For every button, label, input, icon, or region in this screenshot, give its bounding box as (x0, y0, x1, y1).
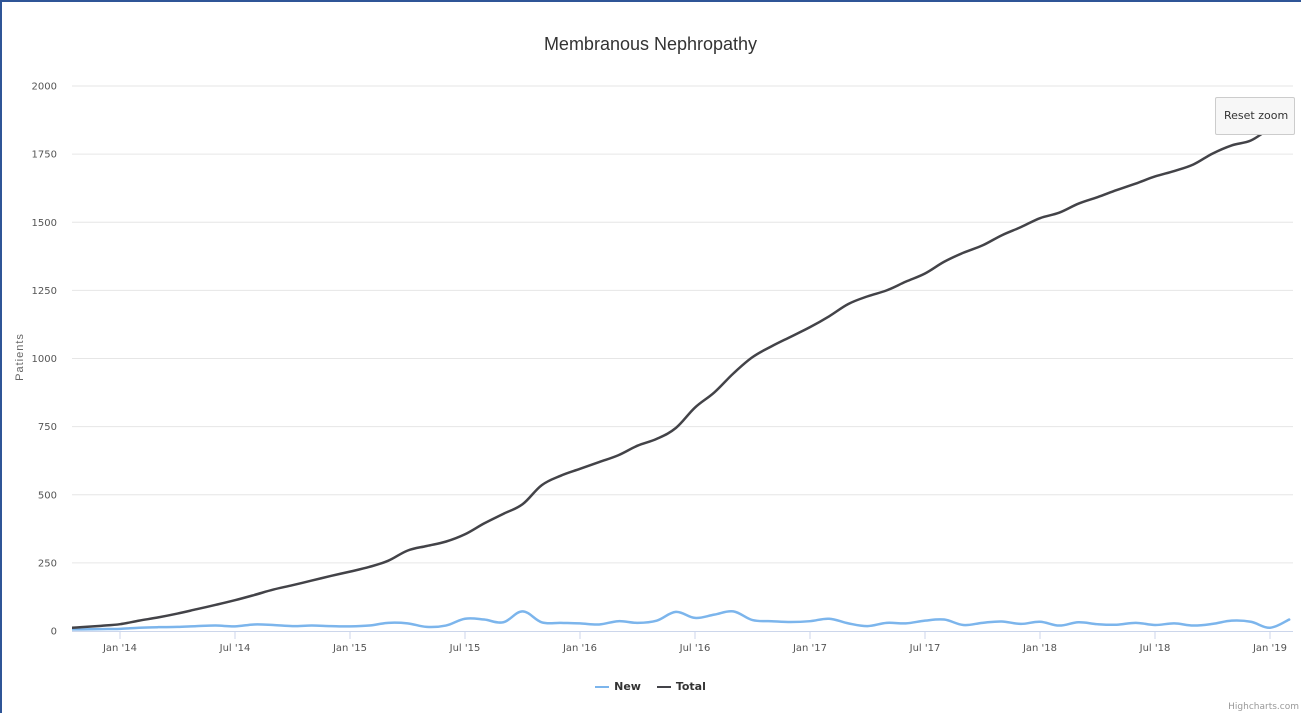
legend-swatch-new (595, 686, 610, 688)
x-tick-label: Jul '16 (679, 643, 711, 654)
y-tick-label: 500 (38, 490, 57, 501)
grid-lines (72, 85, 1293, 564)
x-tick-label: Jan '16 (562, 643, 597, 654)
chart-title: Membranous Nephropathy (543, 34, 758, 54)
y-tick-label: 2000 (32, 82, 57, 93)
reset-zoom-button[interactable]: Reset zoom (1215, 97, 1295, 135)
y-tick-label: 1250 (32, 286, 57, 297)
x-tick-label: Jan '14 (102, 643, 137, 654)
x-tick-label: Jul '14 (219, 643, 251, 654)
credits-link[interactable]: Highcharts.com (1228, 702, 1299, 712)
series-group (24, 122, 1291, 631)
y-tick-label: 0 (51, 627, 57, 638)
x-tick-label: Jul '18 (1139, 643, 1171, 654)
series-lines (24, 122, 1291, 631)
y-tick-label: 250 (38, 558, 57, 569)
x-tick-label: Jan '18 (1022, 643, 1057, 654)
legend-swatch-total (656, 686, 671, 688)
legend-item-total[interactable]: Total (656, 680, 706, 693)
legend-item-new[interactable]: New (595, 680, 641, 693)
series-line-total[interactable] (24, 122, 1291, 630)
y-tick-label: 1500 (32, 218, 57, 229)
chart-legend: New Total (0, 680, 1301, 693)
x-tick-label: Jul '17 (909, 643, 941, 654)
series-line-new[interactable] (24, 609, 1291, 631)
y-tick-label: 750 (38, 422, 57, 433)
legend-label-new: New (614, 680, 641, 693)
y-tick-label: 1000 (32, 354, 57, 365)
x-tick-label: Jan '15 (332, 643, 367, 654)
x-tick-label: Jan '19 (1252, 643, 1287, 654)
legend-label-total: Total (675, 680, 706, 693)
x-tick-label: Jul '15 (449, 643, 481, 654)
y-tick-label: 1750 (32, 150, 57, 161)
axes: 0 250 500 750 1000 1250 1500 1750 2000 Jan '14 Jul… (32, 82, 1293, 654)
x-tick-label: Jan '17 (792, 643, 827, 654)
